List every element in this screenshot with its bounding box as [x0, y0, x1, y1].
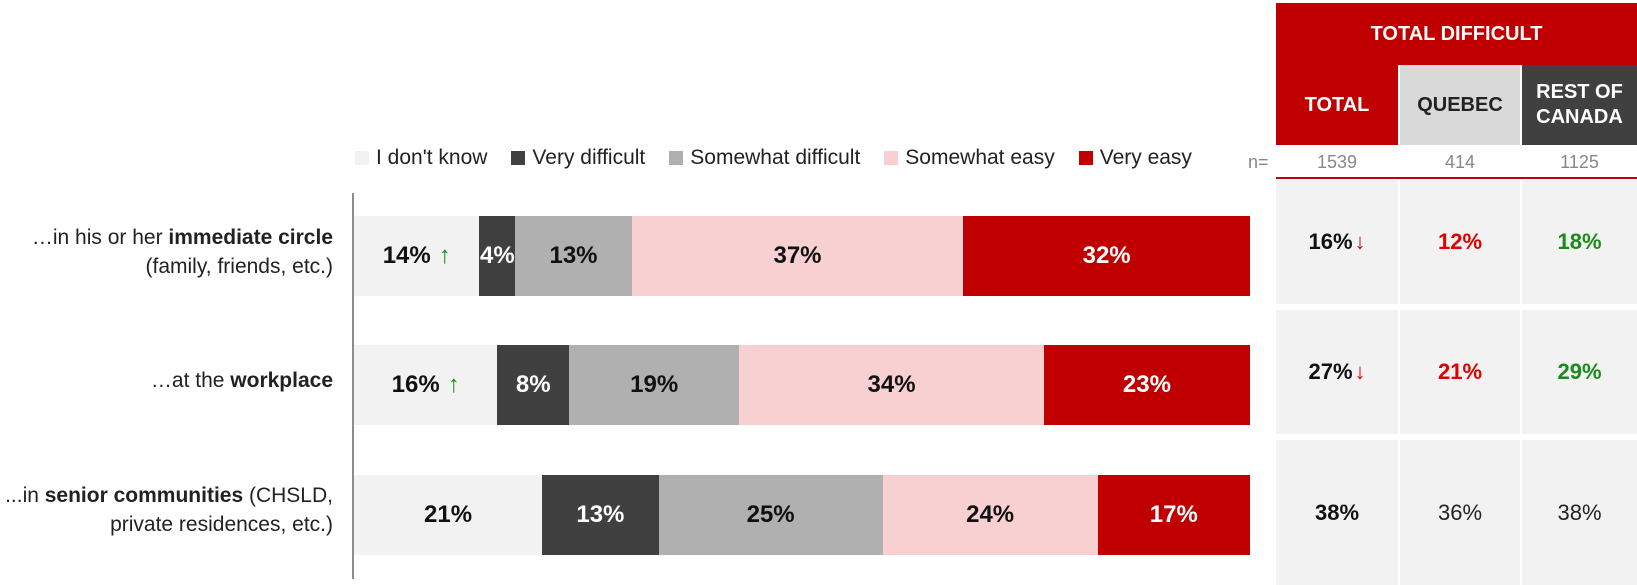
- row-label-bold: workplace: [230, 369, 333, 392]
- table-cell-value: 16%: [1308, 229, 1353, 254]
- bar-segment: 32%: [963, 216, 1250, 296]
- data-label: 8%: [515, 371, 551, 398]
- column-header: QUEBEC: [1400, 65, 1520, 145]
- legend-item: I don't know: [355, 146, 487, 170]
- column-header-label: TOTAL: [1304, 93, 1370, 116]
- table-cell-value: 27%: [1308, 359, 1353, 384]
- bar-segment: 16% ↑: [354, 345, 498, 425]
- legend-item: Somewhat easy: [884, 146, 1055, 170]
- bar-segment: 24%: [882, 475, 1098, 555]
- header-divider: [1276, 177, 1637, 179]
- bar-segment: 13%: [515, 216, 632, 296]
- data-label: 13%: [549, 242, 598, 269]
- row-label-line2: (family, friends, etc.): [145, 255, 333, 278]
- bar-segment: 23%: [1043, 345, 1250, 425]
- table-cell: 21%: [1400, 310, 1520, 434]
- column-header: REST OF CANADA: [1522, 65, 1637, 145]
- n-label: n=: [1248, 152, 1269, 172]
- table-cell-value: 21%: [1437, 359, 1483, 384]
- bar-segment: 8%: [497, 345, 570, 425]
- table-cell: 16% ↓: [1276, 180, 1398, 304]
- data-label: 16%: [391, 371, 440, 398]
- legend-label: Somewhat easy: [905, 146, 1055, 169]
- bar-segment: 4%: [479, 216, 516, 296]
- row-label-suffix: (CHSLD,: [243, 484, 333, 507]
- data-label: 4%: [480, 242, 515, 269]
- row-label-workplace: …at the workplace: [0, 366, 333, 395]
- table-cell-value: 38%: [1314, 499, 1360, 525]
- table-cell-value: 18%: [1557, 229, 1602, 254]
- data-label: 19%: [630, 371, 679, 398]
- data-label: 25%: [746, 501, 795, 528]
- table-cell: 38%: [1276, 440, 1398, 585]
- table-cell: 27% ↓: [1276, 310, 1398, 434]
- data-label: 17%: [1149, 501, 1198, 528]
- table-cell: 29%: [1522, 310, 1637, 434]
- chart-legend: I don't know Very difficult Somewhat diffi…: [355, 144, 1192, 172]
- legend-label: I don't know: [376, 146, 488, 169]
- table-cell: 18%: [1522, 180, 1637, 304]
- data-label: 24%: [966, 501, 1015, 528]
- row-label-bold: immediate circle: [168, 226, 333, 249]
- legend-swatch: [669, 151, 684, 165]
- legend-swatch: [355, 151, 369, 165]
- bar-segment: 37%: [631, 216, 964, 296]
- table-cell-value: 36%: [1437, 499, 1483, 525]
- table-cell: 38%: [1522, 440, 1637, 585]
- bar-segment: 25%: [658, 475, 883, 555]
- data-label: 32%: [1082, 242, 1131, 269]
- column-header-label: QUEBEC: [1417, 93, 1503, 116]
- legend-item: Somewhat difficult: [669, 146, 860, 170]
- row-label-senior-communities: ...in senior communities (CHSLD, private…: [0, 481, 333, 539]
- bar-segment: 34%: [739, 345, 1044, 425]
- legend-swatch: [884, 151, 899, 165]
- row-label-bold: senior communities: [44, 484, 244, 507]
- arrow-up-icon: ↑: [438, 242, 451, 269]
- table-cell-value: 29%: [1557, 359, 1602, 384]
- category-axis: [352, 193, 354, 579]
- legend-label: Somewhat difficult: [690, 146, 861, 169]
- bar-segment: 14% ↑: [354, 216, 480, 296]
- arrow-up-icon: ↑: [447, 371, 460, 398]
- table-title: TOTAL DIFFICULT: [1276, 3, 1637, 65]
- sample-size: 1539: [1316, 152, 1358, 172]
- data-label: 14%: [382, 242, 431, 269]
- bar-segment: 19%: [569, 345, 740, 425]
- row-label-prefix: …at the: [150, 369, 231, 392]
- data-label: 34%: [867, 371, 916, 398]
- column-header-label: REST OF CANADA: [1536, 81, 1623, 128]
- legend-swatch: [1078, 151, 1093, 165]
- arrow-down-icon: ↓: [1354, 229, 1366, 254]
- data-label: 37%: [773, 242, 822, 269]
- row-label-immediate-circle: …in his or her immediate circle (family,…: [0, 223, 333, 281]
- bar-segment: 21%: [354, 475, 543, 555]
- table-cell: 36%: [1400, 440, 1520, 585]
- sample-size: 1125: [1560, 152, 1599, 172]
- legend-label: Very difficult: [532, 146, 646, 169]
- bar-segment: 17%: [1097, 475, 1250, 555]
- legend-swatch: [511, 151, 526, 165]
- data-label: 21%: [424, 501, 473, 528]
- legend-label: Very easy: [1099, 146, 1192, 169]
- sample-size: 414: [1444, 152, 1476, 172]
- data-label: 13%: [576, 501, 625, 528]
- table-cell-value: 38%: [1557, 499, 1602, 525]
- legend-item: Very easy: [1078, 146, 1192, 170]
- legend-item: Very difficult: [511, 146, 645, 170]
- arrow-down-icon: ↓: [1354, 359, 1366, 384]
- row-label-line2: private residences, etc.): [110, 513, 333, 536]
- row-label-prefix: ...in: [5, 484, 45, 507]
- column-header: TOTAL: [1276, 65, 1398, 145]
- table-cell: 12%: [1400, 180, 1520, 304]
- table-cell-value: 12%: [1437, 229, 1483, 254]
- row-label-prefix: …in his or her: [31, 226, 169, 249]
- bar-segment: 13%: [542, 475, 659, 555]
- data-label: 23%: [1122, 371, 1171, 398]
